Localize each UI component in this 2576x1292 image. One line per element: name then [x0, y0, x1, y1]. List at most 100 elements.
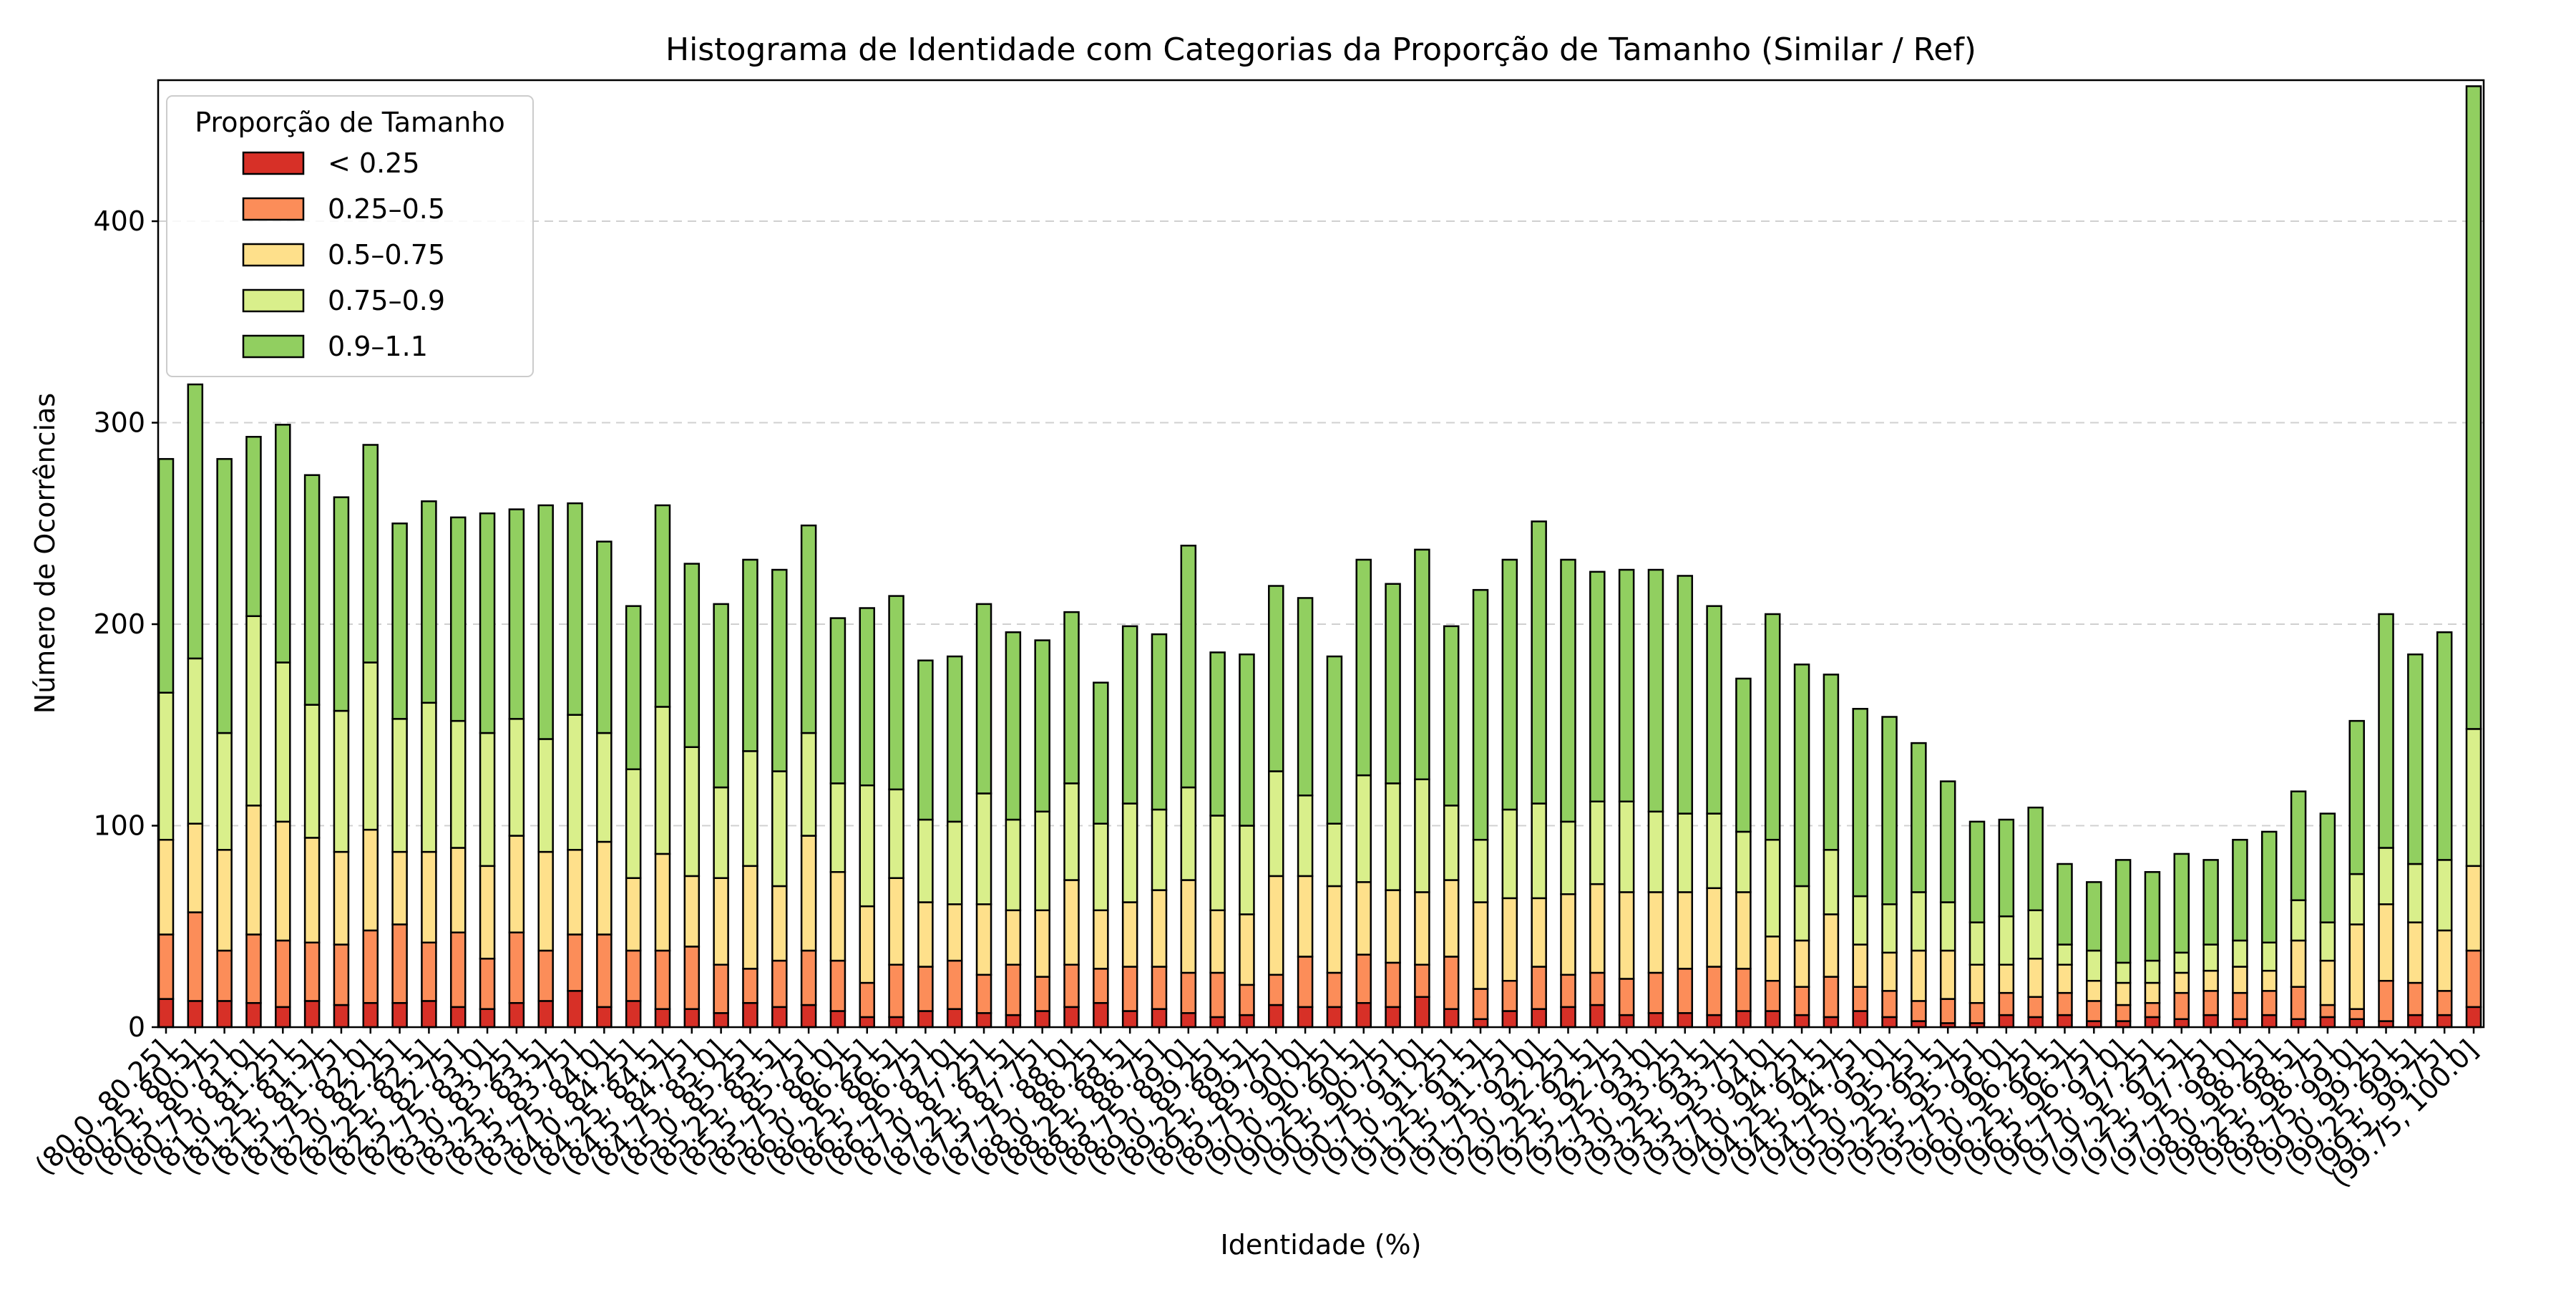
bar-segment	[1911, 1020, 1927, 1029]
bar-segment	[2114, 1020, 2132, 1029]
bar-segment	[654, 1008, 671, 1029]
bar-segment	[1881, 1016, 1898, 1029]
bar-segment	[275, 939, 291, 1009]
bar-segment	[683, 875, 701, 948]
bar-segment	[2378, 1020, 2394, 1029]
legend-label: 0.5–0.75	[328, 239, 445, 271]
bar-segment	[713, 963, 729, 1014]
bar-segment	[216, 1000, 233, 1029]
bar-segment	[1706, 605, 1722, 815]
bar-segment	[829, 959, 847, 1012]
bar-segment	[683, 946, 701, 1010]
bar-segment	[771, 885, 788, 962]
bar-segment	[1443, 625, 1460, 807]
bar-segment	[2114, 981, 2132, 1006]
bar-segment	[1443, 1008, 1460, 1029]
bar-segment	[1268, 973, 1284, 1006]
bar-segment	[2465, 949, 2482, 1009]
bar-segment	[1647, 568, 1664, 813]
bar-segment	[1531, 802, 1547, 900]
bar-segment	[1005, 963, 1022, 1016]
bar-segment	[975, 973, 992, 1014]
bar-segment	[771, 1006, 788, 1029]
bar-segment	[333, 496, 350, 712]
bar-segment	[1209, 971, 1226, 1019]
bar-segment	[1326, 885, 1343, 974]
legend-label: 0.25–0.5	[328, 193, 445, 225]
bar-segment	[2378, 847, 2394, 905]
bar-segment	[1735, 891, 1752, 970]
bar-segment	[1297, 795, 1314, 878]
bar-segment	[1881, 903, 1898, 954]
bar-segment	[537, 949, 554, 1002]
bar-segment	[1268, 875, 1284, 976]
bar-segment	[567, 933, 583, 992]
bar-segment	[1385, 1006, 1401, 1029]
legend-swatch	[242, 334, 305, 359]
bar-segment	[1823, 674, 1840, 851]
bar-segment	[946, 655, 963, 823]
bar-segment	[1677, 891, 1694, 970]
bar-segment	[1034, 1010, 1050, 1029]
bar-segment	[917, 1010, 934, 1029]
bar-segment	[1560, 820, 1576, 895]
bar-segment	[2378, 980, 2394, 1022]
bar-segment	[245, 933, 262, 1004]
bar-segment	[1180, 971, 1197, 1014]
bar-segment	[187, 383, 204, 660]
bar-segment	[1005, 631, 1022, 821]
bar-segment	[2173, 1018, 2190, 1029]
bar-segment	[1297, 597, 1314, 797]
bar-segment	[1852, 1010, 1868, 1029]
bar-segment	[859, 1016, 875, 1029]
bar-segment	[537, 850, 554, 952]
bar-segment	[1121, 901, 1138, 968]
bar-segment	[742, 1001, 758, 1029]
bar-segment	[421, 1000, 437, 1029]
bar-segment	[2144, 1016, 2161, 1029]
bar-segment	[654, 706, 671, 855]
legend: Proporção de Tamanho < 0.25 0.25–0.5 0.5–0…	[166, 95, 534, 377]
bar-segment	[800, 835, 817, 952]
bar-segment	[713, 1012, 729, 1029]
legend-label: 0.9–1.1	[328, 331, 428, 362]
bar-segment	[1443, 879, 1460, 958]
bar-segment	[2027, 1016, 2044, 1029]
bar-segment	[1385, 889, 1401, 964]
bar-segment	[508, 718, 525, 837]
bar-segment	[1005, 909, 1022, 966]
bar-segment	[1326, 1006, 1343, 1029]
bar-segment	[508, 508, 525, 720]
bar-segment	[683, 746, 701, 878]
bar-segment	[1180, 1012, 1197, 1029]
bar-segment	[333, 943, 350, 1006]
bar-segment	[596, 540, 613, 734]
bar-segment	[391, 923, 408, 1004]
bar-segment	[2173, 971, 2190, 994]
bar-segment	[2319, 1004, 2336, 1019]
bar-segment	[2378, 903, 2394, 982]
bar-segment	[1735, 968, 1752, 1012]
bar-segment	[362, 828, 379, 932]
bar-segment	[800, 732, 817, 837]
bar-segment	[2057, 863, 2073, 946]
bar-segment	[391, 523, 408, 720]
bar-segment	[1209, 815, 1226, 911]
bar-segment	[1793, 986, 1810, 1016]
bar-segment	[1268, 770, 1284, 878]
bar-segment	[1121, 1010, 1138, 1029]
bar-segment	[713, 786, 729, 879]
bar-segment	[1209, 1016, 1226, 1029]
bar-segment	[1209, 909, 1226, 974]
bar-segment	[2027, 806, 2044, 911]
bar-segment	[2465, 85, 2482, 730]
bar-segment	[245, 615, 262, 807]
bar-segment	[625, 605, 642, 770]
bar-segment	[1793, 939, 1810, 988]
bar-segment	[2086, 949, 2102, 982]
legend-swatch	[242, 197, 305, 221]
bar-segment	[1706, 812, 1722, 890]
bar-segment	[1735, 1010, 1752, 1029]
bar-segment	[1677, 575, 1694, 815]
